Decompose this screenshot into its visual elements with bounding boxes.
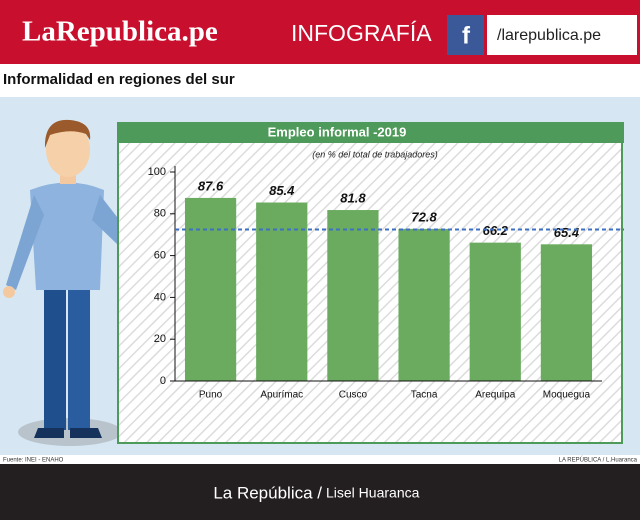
bar <box>398 228 450 381</box>
credit-author: Lisel Huaranca <box>326 485 420 501</box>
value-label: 65.4 <box>554 225 580 240</box>
chart-title: Empleo informal -2019 <box>268 124 407 139</box>
value-label: 87.6 <box>198 178 224 193</box>
chart-subtitle: (en % del total de trabajadores) <box>312 149 438 159</box>
brand: LaRepublica.pe <box>22 16 218 48</box>
x-tick-label: Cusco <box>339 390 368 401</box>
bar <box>540 244 593 381</box>
value-label: 85.4 <box>269 183 295 198</box>
x-tick-label: Puno <box>199 390 223 401</box>
y-tick-label: 20 <box>154 333 166 345</box>
value-label: 66.2 <box>483 223 509 238</box>
bar <box>184 197 237 381</box>
source-strip <box>0 455 640 464</box>
x-tick-label: Moquegua <box>543 390 591 401</box>
y-tick-label: 40 <box>154 291 166 303</box>
credit-outlet: La República / <box>213 483 322 502</box>
bar <box>469 242 521 381</box>
source: Fuente: INEI - ENAHO <box>3 458 64 464</box>
y-tick-label: 60 <box>154 250 166 262</box>
value-label: 72.8 <box>411 209 437 224</box>
section-label: INFOGRAFÍA <box>291 20 432 46</box>
title-strip <box>0 64 640 98</box>
value-label: 81.8 <box>340 190 366 205</box>
bar <box>256 202 308 381</box>
footer-bar <box>0 464 640 520</box>
bar <box>327 210 379 381</box>
signature: LA REPÚBLICA / L.Huaranca <box>559 457 638 464</box>
y-tick-label: 100 <box>148 166 166 178</box>
page-title: Informalidad en regiones del sur <box>3 71 235 88</box>
plot: 0 20 40 60 80 100 87.6 Puno 85.4 Apurímac 81.8 Cusc… <box>148 166 624 401</box>
y-tick-label: 80 <box>154 208 166 220</box>
x-tick-label: Tacna <box>411 390 438 401</box>
x-tick-label: Arequipa <box>475 390 515 401</box>
social-handle[interactable]: /larepublica.pe <box>497 27 601 44</box>
y-tick-label: 0 <box>160 375 166 387</box>
facebook-glyph: f <box>462 22 471 49</box>
x-tick-label: Apurímac <box>260 390 303 401</box>
chart-header <box>117 122 624 143</box>
facebook-icon[interactable] <box>447 15 484 55</box>
social-box[interactable] <box>487 15 637 55</box>
